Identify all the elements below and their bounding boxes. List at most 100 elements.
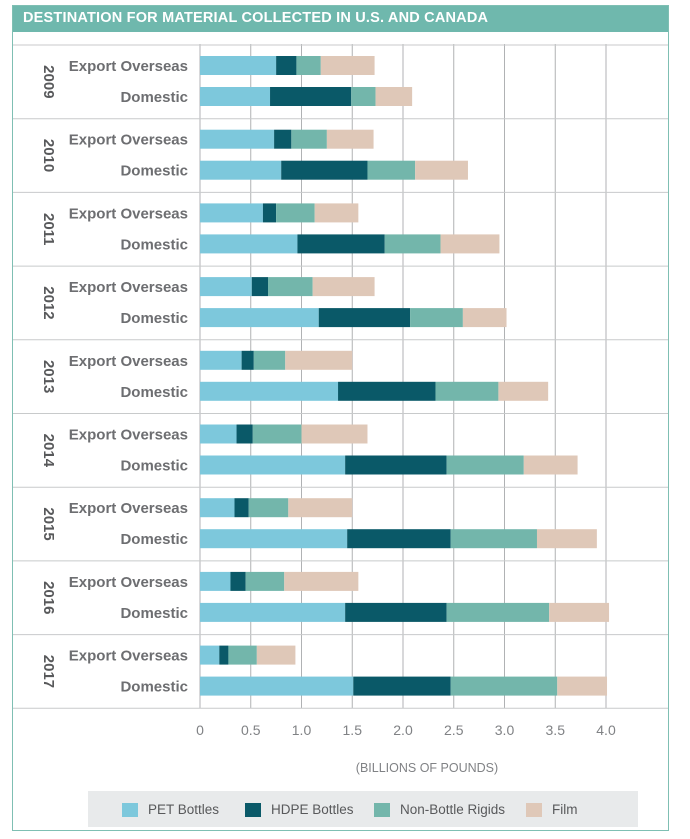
bar-segment-hdpe-bottles — [281, 160, 368, 180]
year-label: 2017 — [40, 655, 57, 688]
bar-segment-hdpe-bottles — [353, 676, 451, 696]
bar-segment-film — [549, 602, 610, 622]
bar-segment-pet-bottles — [200, 308, 319, 328]
bar-segment-pet-bottles — [200, 529, 348, 549]
bar-segment-non-bottle-rigids — [435, 381, 499, 401]
bar-segment-hdpe-bottles — [274, 129, 292, 149]
bar-segment-film — [326, 129, 374, 149]
category-label: Export Overseas — [69, 500, 188, 517]
bar-segment-film — [284, 571, 359, 591]
bar-segment-pet-bottles — [200, 645, 220, 665]
bar-segment-film — [440, 234, 500, 254]
bar-segment-film — [415, 160, 468, 180]
category-label: Export Overseas — [69, 205, 188, 222]
year-label: 2013 — [40, 360, 57, 393]
bar-segment-non-bottle-rigids — [450, 676, 558, 696]
bar-segment-film — [314, 203, 359, 223]
bar-segment-film — [285, 350, 353, 370]
chart-frame: DESTINATION FOR MATERIAL COLLECTED IN U.… — [12, 5, 669, 831]
bar-segment-pet-bottles — [200, 424, 237, 444]
category-label: Export Overseas — [69, 279, 188, 296]
bar-segment-film — [498, 381, 549, 401]
bar-segment-pet-bottles — [200, 602, 346, 622]
bar-segment-hdpe-bottles — [297, 234, 385, 254]
x-tick-label: 2.0 — [393, 722, 413, 738]
bar-segment-non-bottle-rigids — [446, 455, 524, 475]
bar-segment-pet-bottles — [200, 160, 282, 180]
bar-segment-hdpe-bottles — [251, 277, 269, 297]
bar-segment-pet-bottles — [200, 498, 235, 518]
bar-segment-pet-bottles — [200, 381, 339, 401]
legend-label-hdpe: HDPE Bottles — [271, 802, 354, 817]
year-label: 2010 — [40, 139, 57, 172]
bar-segment-non-bottle-rigids — [245, 571, 285, 591]
chart-title: DESTINATION FOR MATERIAL COLLECTED IN U.… — [23, 10, 489, 26]
bar-segment-pet-bottles — [200, 129, 275, 149]
chart-plot: 2009 Export Overseas Domestic 2010 Export Ov… — [13, 44, 668, 775]
bar-segment-hdpe-bottles — [345, 455, 447, 475]
title-bar: DESTINATION FOR MATERIAL COLLECTED IN U.… — [13, 6, 668, 32]
year-label: 2012 — [40, 286, 57, 319]
bar-segment-non-bottle-rigids — [253, 350, 286, 370]
bar-segment-film — [256, 645, 296, 665]
bar-segment-hdpe-bottles — [347, 529, 451, 549]
x-tick-label: 3.5 — [546, 722, 566, 738]
bar-segment-pet-bottles — [200, 571, 231, 591]
legend-swatch-film — [526, 802, 542, 817]
bar-segment-non-bottle-rigids — [351, 87, 376, 106]
bar-segment-non-bottle-rigids — [410, 308, 463, 328]
bar-segment-non-bottle-rigids — [248, 498, 289, 518]
category-label: Export Overseas — [69, 574, 188, 591]
bar-segment-pet-bottles — [200, 676, 354, 696]
bar-segment-non-bottle-rigids — [268, 277, 313, 297]
bar-segment-film — [462, 308, 507, 328]
bar-segment-hdpe-bottles — [270, 87, 352, 106]
bar-segment-hdpe-bottles — [318, 308, 411, 328]
x-tick-label: 0.5 — [241, 722, 261, 738]
bar-segment-pet-bottles — [200, 350, 242, 370]
legend-label-non-bottle-rigids: Non-Bottle Rigids — [400, 802, 506, 817]
bar-segment-film — [523, 455, 578, 475]
category-label: Domestic — [120, 384, 188, 401]
legend-swatch-pet — [122, 802, 138, 817]
category-label: Export Overseas — [69, 58, 188, 75]
legend-swatch-hdpe — [245, 802, 261, 817]
bar-segment-hdpe-bottles — [241, 350, 254, 370]
bar-segment-hdpe-bottles — [236, 424, 253, 444]
bar-segment-film — [557, 676, 608, 696]
bar-segment-hdpe-bottles — [345, 602, 447, 622]
category-label: Domestic — [120, 679, 188, 696]
legend-item-film: Film — [526, 802, 578, 817]
category-label: Domestic — [120, 310, 188, 327]
category-label: Domestic — [120, 458, 188, 475]
bar-segment-hdpe-bottles — [234, 498, 249, 518]
legend-label-film: Film — [552, 802, 578, 817]
category-label: Export Overseas — [69, 648, 188, 665]
year-label: 2016 — [40, 581, 57, 614]
bar-segment-hdpe-bottles — [219, 645, 229, 665]
category-label: Export Overseas — [69, 427, 188, 444]
year-label: 2011 — [40, 213, 57, 246]
year-label: 2015 — [40, 507, 57, 540]
bar-segment-non-bottle-rigids — [296, 56, 321, 75]
category-label: Domestic — [120, 236, 188, 253]
legend-item-pet: PET Bottles — [122, 802, 219, 817]
bar-segment-non-bottle-rigids — [291, 129, 327, 149]
bar-segment-non-bottle-rigids — [450, 529, 537, 549]
bar-segment-film — [288, 498, 353, 518]
bar-segment-pet-bottles — [200, 203, 263, 223]
legend-item-hdpe: HDPE Bottles — [245, 802, 354, 817]
x-tick-label: 1.0 — [292, 722, 312, 738]
bar-segment-film — [301, 424, 368, 444]
x-tick-label: 1.5 — [343, 722, 363, 738]
category-label: Domestic — [120, 89, 188, 106]
bar-segment-non-bottle-rigids — [384, 234, 441, 254]
bar-segment-hdpe-bottles — [338, 381, 436, 401]
category-label: Export Overseas — [69, 353, 188, 370]
bar-segment-film — [375, 87, 413, 106]
bar-segment-pet-bottles — [200, 87, 271, 106]
bar-segment-hdpe-bottles — [262, 203, 277, 223]
x-tick-label: 0 — [196, 722, 204, 738]
legend-label-pet: PET Bottles — [148, 802, 220, 817]
bar-segment-hdpe-bottles — [276, 56, 297, 75]
